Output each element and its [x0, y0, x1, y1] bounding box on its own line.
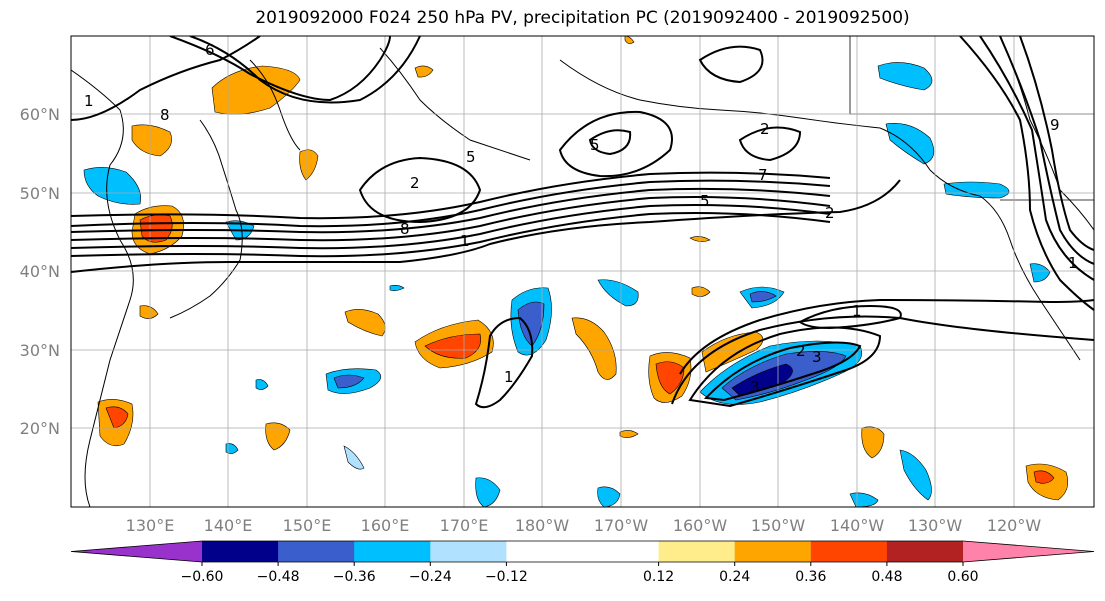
lon-label: 170°E [440, 516, 489, 535]
lon-label: 130°E [126, 516, 175, 535]
colorbar-tick-label: −0.48 [257, 569, 300, 585]
contour-label: 5 [700, 192, 710, 210]
contour-label: 1 [504, 368, 514, 386]
lon-labels: 130°E 140°E 150°E 160°E 170°E 180°W 170°… [126, 516, 1042, 535]
contour-label: 6 [205, 41, 215, 59]
lat-label: 40°N [20, 262, 60, 281]
pv-contours [71, 36, 1094, 409]
lat-label: 20°N [20, 419, 60, 438]
map-title: 2019092000 F024 250 hPa PV, precipitatio… [255, 8, 910, 28]
colorbar: −0.60 −0.48 −0.36 −0.24 −0.12 0.12 0.24 0.36 0.4… [70, 540, 1095, 585]
colorbar-bin [886, 541, 964, 562]
colorbar-bin [658, 541, 736, 562]
lat-label: 30°N [20, 341, 60, 360]
colorbar-bin [582, 541, 660, 562]
contour-label: 5 [590, 136, 600, 154]
lat-label: 60°N [20, 105, 60, 124]
contour-label: 3 [750, 378, 760, 396]
map-border [70, 35, 1095, 508]
contour-label: 1 [460, 232, 470, 250]
map-background [71, 36, 1094, 507]
contour-label: 8 [160, 106, 170, 124]
colorbar-tick-label: 0.36 [795, 569, 826, 585]
contour-label: 2 [825, 204, 835, 222]
lon-label: 160°W [673, 516, 728, 535]
colorbar-bin [202, 541, 279, 562]
colorbar-tick-label: 0.24 [719, 569, 750, 585]
lon-label: 160°E [361, 516, 410, 535]
contour-label: 1 [1068, 254, 1078, 272]
lon-label: 180°W [515, 516, 570, 535]
contour-label: 2 [410, 174, 420, 192]
lat-label: 50°N [20, 184, 60, 203]
colorbar-bin [354, 541, 431, 562]
colorbar-tick-label: 0.48 [871, 569, 902, 585]
colorbar-bin [734, 541, 812, 562]
colorbar-extend-max [963, 541, 1094, 562]
colorbar-bin [430, 541, 507, 562]
contour-label: 5 [466, 148, 476, 166]
contour-label: 1 [84, 92, 94, 110]
lat-labels: 60°N 50°N 40°N 30°N 20°N [20, 105, 60, 438]
contour-label: 2 [796, 342, 806, 360]
lon-label: 150°W [751, 516, 806, 535]
lon-label: 120°W [987, 516, 1042, 535]
colorbar-tick-label: 0.60 [947, 569, 978, 585]
grid-lines [71, 36, 1094, 507]
contour-label: 9 [1050, 116, 1060, 134]
colorbar-tick-label: −0.12 [485, 569, 528, 585]
lon-label: 150°E [283, 516, 332, 535]
lon-label: 140°W [830, 516, 885, 535]
colorbar-bin [506, 541, 583, 562]
colorbar-tick-label: −0.60 [181, 569, 224, 585]
colorbar-tick-label: 0.12 [643, 569, 674, 585]
colorbar-bin [810, 541, 888, 562]
contour-label: 8 [400, 220, 410, 238]
contour-label: 3 [812, 348, 822, 366]
contour-label: 1 [852, 302, 862, 320]
contour-labels: 1 1 1 2 3 5 7 8 8 9 6 5 2 5 2 1 1 2 3 [84, 41, 1078, 396]
precip-positive-shading [97, 36, 1069, 501]
colorbar-tick-label: −0.36 [333, 569, 376, 585]
contour-label: 2 [760, 120, 770, 138]
colorbar-bin [278, 541, 355, 562]
contour-label: 7 [758, 166, 768, 184]
colorbar-extend-min [71, 541, 202, 562]
lon-label: 130°W [908, 516, 963, 535]
lon-label: 170°W [594, 516, 649, 535]
lon-label: 140°E [204, 516, 253, 535]
colorbar-tick-label: −0.24 [409, 569, 452, 585]
